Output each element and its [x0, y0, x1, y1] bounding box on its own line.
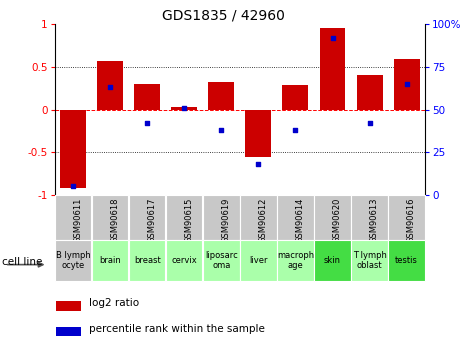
Text: log2 ratio: log2 ratio — [89, 298, 140, 308]
Text: GSM90619: GSM90619 — [221, 197, 230, 243]
Bar — [394, 59, 419, 110]
Bar — [92, 195, 128, 240]
Point — [366, 120, 373, 126]
Text: brain: brain — [99, 256, 121, 265]
Text: B lymph
ocyte: B lymph ocyte — [56, 251, 91, 270]
Bar — [166, 195, 202, 240]
Bar — [60, 110, 86, 188]
Text: cell line: cell line — [2, 257, 43, 267]
Point — [403, 81, 410, 87]
Bar — [129, 195, 165, 240]
Text: GSM90615: GSM90615 — [184, 197, 193, 243]
Bar — [283, 85, 308, 110]
Bar — [203, 240, 239, 281]
Point — [292, 127, 299, 133]
Bar — [203, 195, 239, 240]
Text: liposarc
oma: liposarc oma — [205, 251, 238, 270]
Text: breast: breast — [134, 256, 161, 265]
Point — [106, 85, 114, 90]
Point — [255, 161, 262, 167]
Bar — [240, 195, 276, 240]
Bar — [209, 82, 234, 110]
Bar — [171, 107, 197, 110]
Bar — [389, 240, 425, 281]
Text: testis: testis — [395, 256, 418, 265]
Point — [143, 120, 151, 126]
Bar — [166, 240, 202, 281]
Bar — [277, 195, 314, 240]
Text: T lymph
oblast: T lymph oblast — [352, 251, 387, 270]
Text: GSM90613: GSM90613 — [370, 197, 379, 243]
Text: GSM90618: GSM90618 — [110, 197, 119, 243]
Bar — [55, 195, 91, 240]
Bar — [389, 195, 425, 240]
Bar — [352, 240, 388, 281]
Text: liver: liver — [249, 256, 267, 265]
Text: GSM90620: GSM90620 — [332, 197, 342, 243]
Text: skin: skin — [324, 256, 341, 265]
Text: GSM90616: GSM90616 — [407, 197, 416, 243]
Text: macroph
age: macroph age — [277, 251, 314, 270]
Bar — [352, 195, 388, 240]
Bar — [246, 110, 271, 157]
Bar — [56, 327, 81, 336]
Point — [180, 105, 188, 111]
Text: cervix: cervix — [171, 256, 197, 265]
Bar — [134, 84, 160, 110]
Bar — [314, 195, 351, 240]
Bar — [97, 61, 123, 110]
Bar — [92, 240, 128, 281]
Bar — [357, 76, 382, 110]
Point — [329, 35, 336, 41]
Point — [69, 184, 77, 189]
Bar — [129, 240, 165, 281]
Text: GSM90617: GSM90617 — [147, 197, 156, 243]
Bar — [240, 240, 276, 281]
Text: GSM90612: GSM90612 — [258, 197, 267, 243]
Text: GSM90614: GSM90614 — [295, 197, 304, 243]
Text: GSM90611: GSM90611 — [73, 197, 82, 243]
Bar — [55, 240, 91, 281]
Bar — [277, 240, 314, 281]
Point — [218, 127, 225, 133]
Bar — [56, 301, 81, 310]
Bar — [314, 240, 351, 281]
Text: GDS1835 / 42960: GDS1835 / 42960 — [162, 9, 285, 23]
Bar — [320, 28, 345, 110]
Text: percentile rank within the sample: percentile rank within the sample — [89, 324, 265, 334]
